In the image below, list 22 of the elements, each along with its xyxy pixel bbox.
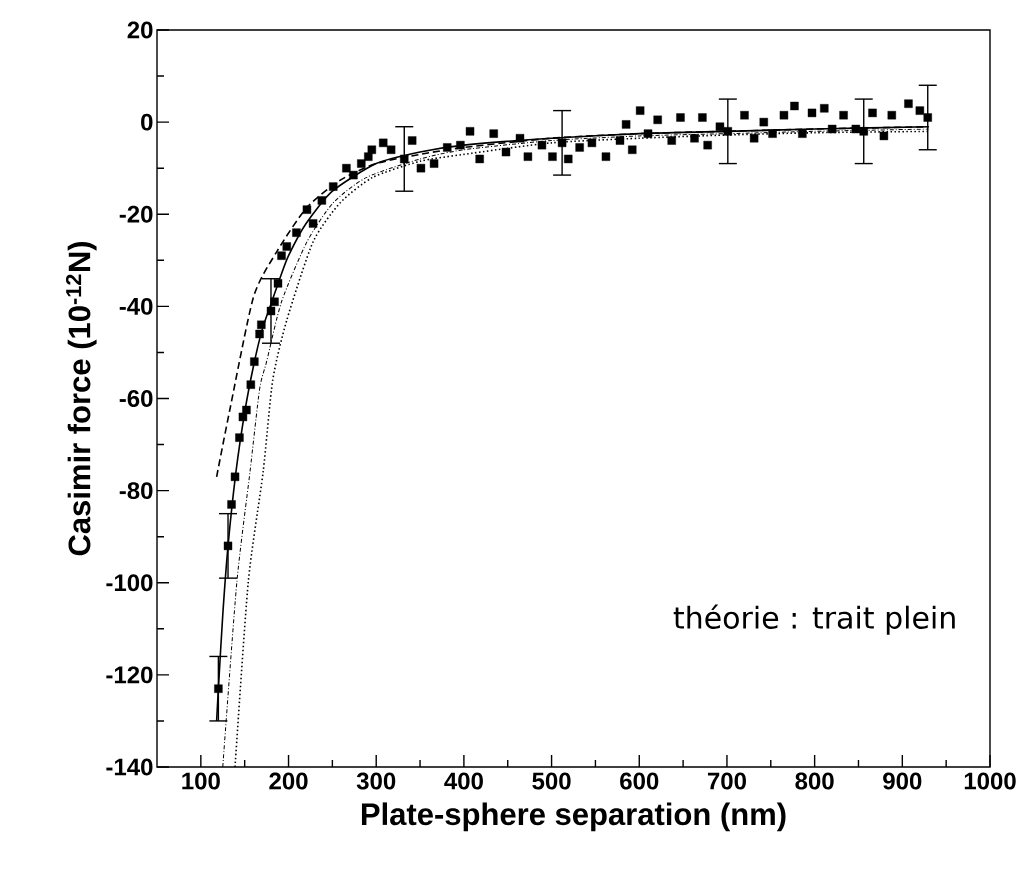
x-tick-label: 1000 xyxy=(964,772,1016,790)
y-tick-label: -120 xyxy=(106,666,153,684)
y-tick-label: 20 xyxy=(127,21,153,39)
x-tick-label: 300 xyxy=(356,772,396,790)
y-tick-label: -140 xyxy=(106,758,153,776)
annotation: théorie : trait plein xyxy=(673,604,955,635)
x-tick-label: 800 xyxy=(795,772,834,790)
x-axis-title: Plate-sphere separation (nm) xyxy=(361,802,786,832)
y-axis-title: Casimir force (10$^{-12}$N) xyxy=(65,241,97,556)
x-tick-label: 400 xyxy=(444,772,483,790)
y-tick-label: -80 xyxy=(119,482,153,500)
y-tick-label: -40 xyxy=(119,297,153,315)
x-tick-label: 900 xyxy=(883,772,922,790)
y-tick-label: -100 xyxy=(106,574,153,592)
y-tick-label: 0 xyxy=(141,113,153,131)
x-tick-label: 700 xyxy=(707,772,746,790)
x-tick-label: 200 xyxy=(269,772,308,790)
x-tick-label: 500 xyxy=(532,772,571,790)
x-tick-label: 600 xyxy=(620,772,659,790)
y-tick-label: -60 xyxy=(119,390,153,407)
y-tick-label: -20 xyxy=(119,205,153,223)
x-tick-label: 100 xyxy=(182,772,220,790)
